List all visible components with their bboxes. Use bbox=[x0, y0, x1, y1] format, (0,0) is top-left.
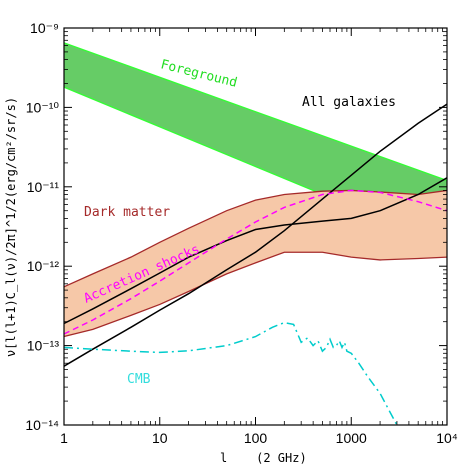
x-tick-label: 10 bbox=[152, 430, 168, 446]
x-tick-label: 10⁴ bbox=[436, 430, 458, 446]
x-axis-title: l (2 GHz) bbox=[220, 451, 307, 465]
y-tick-label: 10⁻¹⁰ bbox=[26, 99, 60, 115]
lines-layer bbox=[63, 103, 448, 426]
x-tick-label: 100 bbox=[244, 430, 268, 446]
series-line-accretion-shocks bbox=[63, 189, 448, 335]
x-tick-label: 1 bbox=[60, 430, 68, 446]
band-lower-edge-dark-matter bbox=[63, 251, 448, 338]
series-label-dark-matter: Dark matter bbox=[84, 205, 170, 220]
y-tick-label: 10⁻⁹ bbox=[30, 20, 59, 36]
y-axis-title: ν[l(l+1)C_l(ν)/2π]^1/2(erg/cm²/sr/s) bbox=[4, 97, 18, 357]
series-label-all-galaxies: All galaxies bbox=[302, 95, 396, 110]
band-fill-dark-matter bbox=[64, 190, 447, 337]
series-line-unlabeled-2 bbox=[63, 177, 448, 325]
y-tick-label: 10⁻¹¹ bbox=[27, 179, 60, 195]
y-tick-label: 10⁻¹² bbox=[27, 258, 60, 274]
ticks-layer bbox=[63, 27, 448, 426]
x-tick-label: 1000 bbox=[336, 430, 367, 446]
band-upper-edge-foreground bbox=[63, 42, 448, 182]
series-line-all-galaxies bbox=[63, 103, 448, 367]
series-line-cmb bbox=[63, 321, 398, 426]
series-label-cmb: CMB bbox=[127, 372, 151, 387]
y-tick-label: 10⁻¹⁴ bbox=[25, 417, 59, 433]
bands-layer bbox=[63, 42, 448, 338]
y-tick-label: 10⁻¹³ bbox=[27, 338, 60, 354]
tick-labels-layer: 10⁻¹⁴ 10⁻¹³ 10⁻¹² 10⁻¹¹ 10⁻¹⁰ 10⁻⁹ 1 10 100 1000 1… bbox=[25, 20, 457, 446]
